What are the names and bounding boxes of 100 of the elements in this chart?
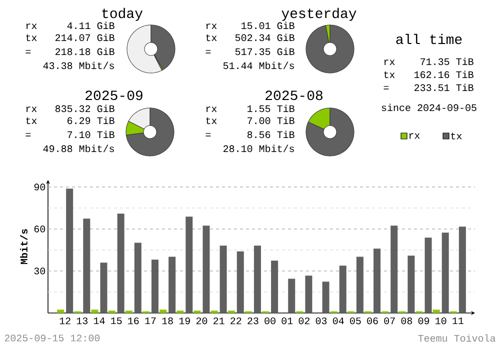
bar	[374, 248, 381, 313]
x-tick-label: 16	[128, 317, 139, 324]
y-tick-label: 30	[34, 268, 46, 274]
text: 43.38 Mbit/s	[43, 62, 114, 70]
chart-title: 2025-08	[266, 90, 322, 100]
text: 7.10 TiB	[68, 130, 114, 138]
text: tx	[26, 34, 37, 42]
y-tick-label: 60	[34, 226, 46, 232]
bar	[91, 310, 98, 313]
x-tick-label: 02	[298, 317, 310, 324]
text: 1.55 TiB	[248, 104, 294, 112]
bar	[390, 226, 398, 313]
chart-title: today	[102, 8, 143, 21]
bar	[134, 242, 142, 313]
bar	[83, 218, 90, 313]
text: 15.01 GiB	[242, 22, 294, 30]
x-tick-label: 00	[264, 317, 276, 324]
x-tick-label: 03	[316, 317, 327, 324]
text: =	[26, 50, 31, 54]
x-tick-label: 18	[162, 317, 173, 324]
text: =	[206, 50, 211, 54]
bar	[356, 256, 364, 313]
bar	[66, 188, 74, 313]
bar	[408, 256, 415, 313]
text: 517.35 GiB	[235, 48, 294, 56]
x-tick-label: 21	[214, 317, 224, 324]
y-tick-label: 90	[34, 184, 46, 190]
bar	[151, 260, 158, 313]
text: 162.16 TiB	[414, 70, 474, 78]
bar	[160, 310, 167, 313]
x-tick-label: 04	[332, 317, 344, 324]
legend-label: tx	[451, 132, 462, 140]
text: Teemu Toivola	[418, 334, 496, 342]
text: 214.07 GiB	[56, 34, 114, 42]
bar	[442, 232, 449, 313]
x-tick-label: 12	[60, 317, 70, 324]
x-tick-label: 09	[418, 317, 430, 324]
text: =	[26, 133, 31, 136]
x-tick-label: 22	[230, 317, 242, 324]
text: 51.44 Mbit/s	[223, 62, 294, 70]
x-tick-label: 05	[350, 317, 361, 324]
bar	[168, 256, 176, 313]
x-tick-label: 11	[452, 317, 464, 324]
bar	[117, 214, 124, 313]
text: rx	[26, 24, 37, 29]
bar	[254, 246, 261, 313]
text: since 2024-09-05	[382, 104, 476, 112]
x-tick-label: 08	[401, 317, 412, 324]
text: 218.18 GiB	[56, 48, 114, 56]
text: =	[384, 86, 389, 90]
bar	[57, 310, 64, 313]
text: =	[206, 133, 211, 136]
x-tick-label: 10	[436, 317, 446, 324]
text: 4.11 GiB	[67, 22, 114, 30]
bar	[186, 216, 193, 313]
text: 7.00 TiB	[248, 116, 294, 124]
bar	[100, 262, 108, 313]
x-tick-label: 06	[367, 317, 378, 324]
bar	[202, 226, 210, 313]
text: 71.35 TiB	[420, 58, 474, 66]
bar	[236, 251, 244, 313]
bar	[288, 278, 296, 313]
text: tx	[384, 71, 395, 78]
text: rx	[206, 106, 217, 112]
x-tick-label: 20	[196, 317, 208, 324]
text: 6.29 TiB	[68, 116, 114, 124]
x-tick-label: 07	[384, 317, 395, 324]
text: 2025-09-15 12:00	[4, 334, 100, 342]
text: all time	[396, 34, 462, 44]
text: 502.34 GiB	[235, 34, 294, 42]
x-tick-label: 17	[145, 317, 156, 324]
x-tick-label: 13	[76, 317, 88, 324]
text: tx	[206, 34, 217, 42]
text: 835.32 GiB	[55, 104, 114, 112]
text: 233.51 TiB	[414, 84, 474, 92]
bar	[458, 226, 466, 313]
x-tick-label: 01	[282, 317, 293, 324]
x-tick-label: 19	[179, 317, 190, 324]
bar	[424, 238, 432, 313]
bar	[305, 276, 312, 313]
x-tick-label: 14	[94, 317, 105, 324]
text: rx	[26, 106, 37, 112]
y-axis-title: Mbit/s	[20, 229, 28, 264]
text: 49.88 Mbit/s	[43, 144, 114, 152]
bar	[271, 260, 278, 313]
text: rx	[384, 60, 395, 65]
text: tx	[206, 117, 217, 124]
bar	[432, 310, 440, 313]
chart-title: yesterday	[282, 8, 356, 21]
text: rx	[206, 24, 217, 29]
chart-title: 2025-09	[86, 90, 142, 100]
bar	[322, 282, 330, 313]
text: 8.56 TiB	[247, 130, 294, 138]
legend-label: rx	[409, 133, 420, 139]
text: tx	[26, 117, 37, 124]
text: 28.10 Mbit/s	[224, 144, 294, 152]
x-tick-label: 15	[111, 317, 122, 324]
bar	[220, 246, 227, 313]
x-tick-label: 23	[248, 317, 258, 324]
bar	[339, 266, 346, 313]
